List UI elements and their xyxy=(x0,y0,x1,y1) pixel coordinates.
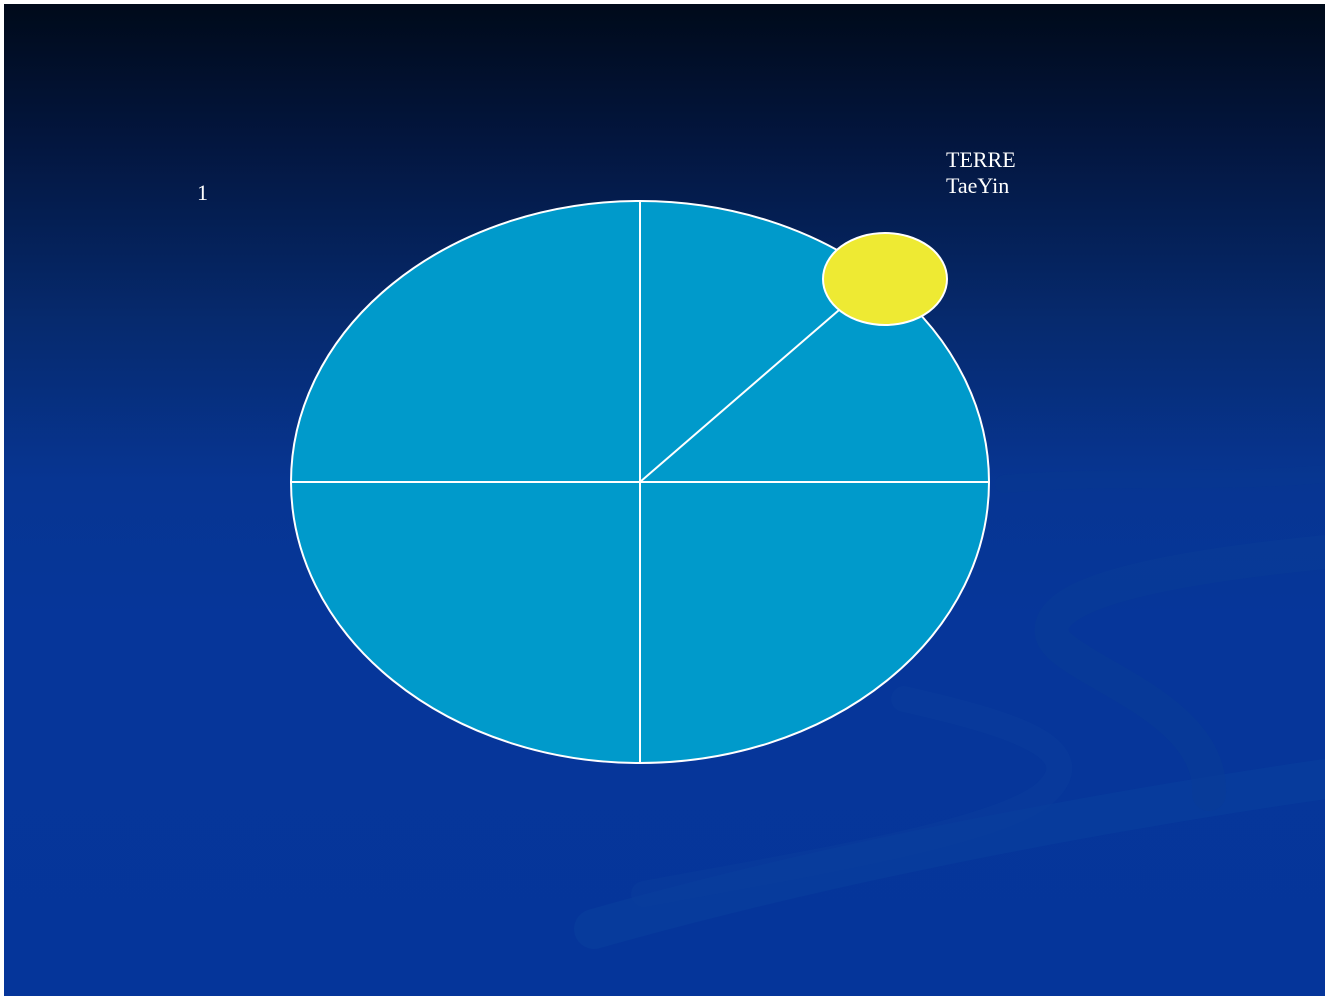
planet-circle xyxy=(822,232,948,326)
slide-canvas: 1 TERRE TaeYin xyxy=(4,4,1325,996)
background-swoosh xyxy=(995,465,1325,493)
slide-number: 1 xyxy=(197,180,208,205)
planet-label: TERRE TaeYin xyxy=(946,147,1016,199)
background-swoosh xyxy=(1034,535,1325,811)
background-swoosh xyxy=(631,686,1073,907)
background-swoosh-layer xyxy=(574,465,1325,949)
planet-subtitle: TaeYin xyxy=(946,173,1010,198)
planet-name: TERRE xyxy=(946,147,1016,172)
radius-line xyxy=(639,303,847,483)
tao-diagram xyxy=(290,200,990,764)
